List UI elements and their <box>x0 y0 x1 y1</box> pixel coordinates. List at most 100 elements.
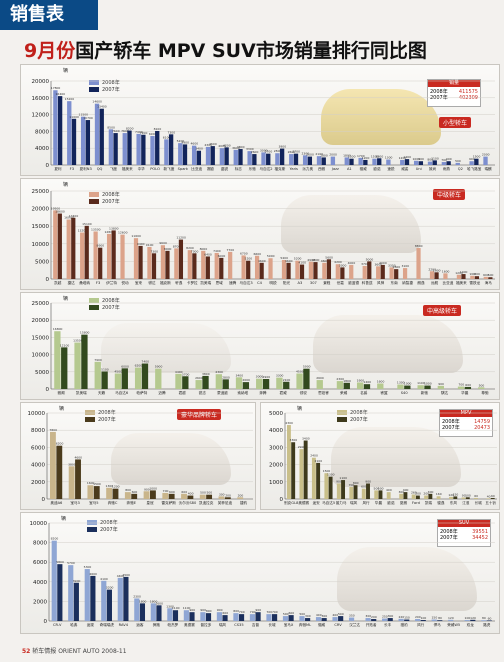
bar-value-label: 900 <box>144 487 150 491</box>
bar-value-label: 18600 <box>55 210 65 214</box>
bar-2007 <box>222 615 228 621</box>
bar-value-label: 2600 <box>316 376 324 380</box>
bar-2007 <box>85 120 91 165</box>
bar-value-label: 7400 <box>135 130 143 134</box>
sales-row-2008: 2008年 411575 <box>430 89 478 95</box>
bar-2007 <box>111 230 116 279</box>
y-tick-label: 10000 <box>32 242 50 248</box>
x-category-label: 狮跑 <box>153 622 161 627</box>
page-footer: 52 轿车情报 ORIENT AUTO 2008-11 <box>22 646 127 655</box>
y-tick-label: 25000 <box>32 301 50 307</box>
bar-2007 <box>266 153 271 165</box>
sales-row-2007: 2007年 20473 <box>442 425 490 431</box>
bar-value-label: 7800 <box>49 428 57 432</box>
x-category-label: 明锐 <box>269 280 277 285</box>
page-title: 9月份国产轿车 MPV SUV市场销量排行同比图 <box>24 36 427 63</box>
bar-value-label: 1000 <box>149 486 157 490</box>
bar-value-label: 7300 <box>167 130 175 134</box>
bar-2008 <box>80 116 86 165</box>
bar-2008 <box>84 569 90 621</box>
bar-2008 <box>413 160 419 165</box>
bar-2008 <box>400 159 405 165</box>
x-category-label: 欧诺 <box>373 166 381 171</box>
legend-label-2007: 2007年 <box>102 199 120 205</box>
car-photo-small <box>321 89 441 145</box>
chart-midlarge-car: 0 5000 10000 15000 20000 25000 16800 12100 雅阁 135… <box>32 301 495 395</box>
x-category-label: 比亚迪 <box>443 280 454 285</box>
bar-2008 <box>205 146 211 165</box>
bar-value-label: 800 <box>206 609 212 613</box>
bar-value-label: 8900 <box>97 244 105 248</box>
bar-2008 <box>281 259 287 279</box>
sales-box-small: 销量 2008年 411575 2007年 402309 <box>427 79 481 107</box>
bar-value-label: 10700 <box>83 116 93 120</box>
bar-value-label: 7900 <box>94 358 102 362</box>
bar-value-label: 2400 <box>310 454 318 458</box>
bar-value-label: 500 <box>488 273 494 277</box>
bar-2007 <box>71 118 77 165</box>
legend-item-2007-midlarge: 2007年 <box>89 304 120 311</box>
bar-2008 <box>427 161 433 165</box>
bar-value-label: 17400 <box>69 214 79 218</box>
bar-value-label: 3700 <box>182 372 190 376</box>
legend-item-2008-small: 2008年 <box>89 79 120 86</box>
bar-value-label: 4600 <box>74 455 82 459</box>
bar-2008 <box>133 238 139 279</box>
bar-value-label: 60 <box>488 616 492 620</box>
bar-value-label: 500 <box>338 612 344 616</box>
x-category-label: 景程 <box>323 280 331 285</box>
bar-value-label: 160 <box>436 492 442 496</box>
bar-value-label: 200 <box>225 493 231 497</box>
bar-2008 <box>167 608 173 621</box>
car-photo-compact <box>281 195 421 253</box>
x-category-label: 福美来 <box>456 280 467 285</box>
bar-2008 <box>191 145 197 165</box>
sales-box-title: 销量 <box>428 80 480 87</box>
bar-value-label: 5200 <box>294 257 302 261</box>
title-month: 9月份 <box>24 40 76 62</box>
legend-swatch-2007 <box>89 199 99 204</box>
bar-2007 <box>474 276 480 279</box>
bar-value-label: 8200 <box>186 246 194 250</box>
bar-2008 <box>201 250 206 279</box>
legend-item-2007-luxury: 2007年 <box>85 416 116 423</box>
x-category-label: 远舰 <box>431 280 439 285</box>
bar-value-label: 4000 <box>218 144 226 148</box>
bar-value-label: 4300 <box>215 370 223 374</box>
bar-2008 <box>80 232 85 279</box>
bar-value-label: 3300 <box>246 147 254 151</box>
bar-value-label: 2000 <box>242 378 250 382</box>
y-tick-label: 2000 <box>31 480 45 486</box>
bar-2008 <box>336 483 341 499</box>
x-category-label: Q2 <box>458 167 463 171</box>
x-category-label: 奔驰ML <box>299 622 311 627</box>
bar-2008 <box>150 136 155 165</box>
bar-2007 <box>363 384 371 389</box>
bar-value-label: 2700 <box>265 150 273 154</box>
bar-value-label: 500 <box>378 486 384 490</box>
legend-compact: 2008年 2007年 <box>89 191 120 205</box>
x-category-label: 途安 <box>313 500 321 505</box>
bar-value-label: 2700 <box>292 150 300 154</box>
x-category-label: 轩逸 <box>175 280 183 285</box>
bar-2007 <box>139 603 146 621</box>
bar-2007 <box>73 582 79 621</box>
bar-2008 <box>449 496 454 499</box>
bar-2008 <box>195 380 202 389</box>
x-category-label: Uni <box>416 167 422 171</box>
bar-value-label: 1500 <box>348 155 356 159</box>
y-tick-label: 2000 <box>269 463 283 469</box>
x-category-label: 睿翼 <box>380 390 388 395</box>
bar-2008 <box>94 361 101 389</box>
legend-item-2007-compact: 2007年 <box>89 198 120 205</box>
bar-2007 <box>187 495 194 499</box>
y-tick-label: 0 <box>44 619 48 625</box>
bar-value-label: 900 <box>200 608 206 612</box>
y-tick-label: 5000 <box>269 411 283 417</box>
bar-value-label: 4000 <box>379 261 387 265</box>
bar-2008 <box>134 598 140 621</box>
bar-2007 <box>488 277 493 279</box>
legend-item-2008-midlarge: 2008年 <box>89 297 120 304</box>
bar-2008 <box>241 255 246 279</box>
bar-2007 <box>165 250 170 279</box>
